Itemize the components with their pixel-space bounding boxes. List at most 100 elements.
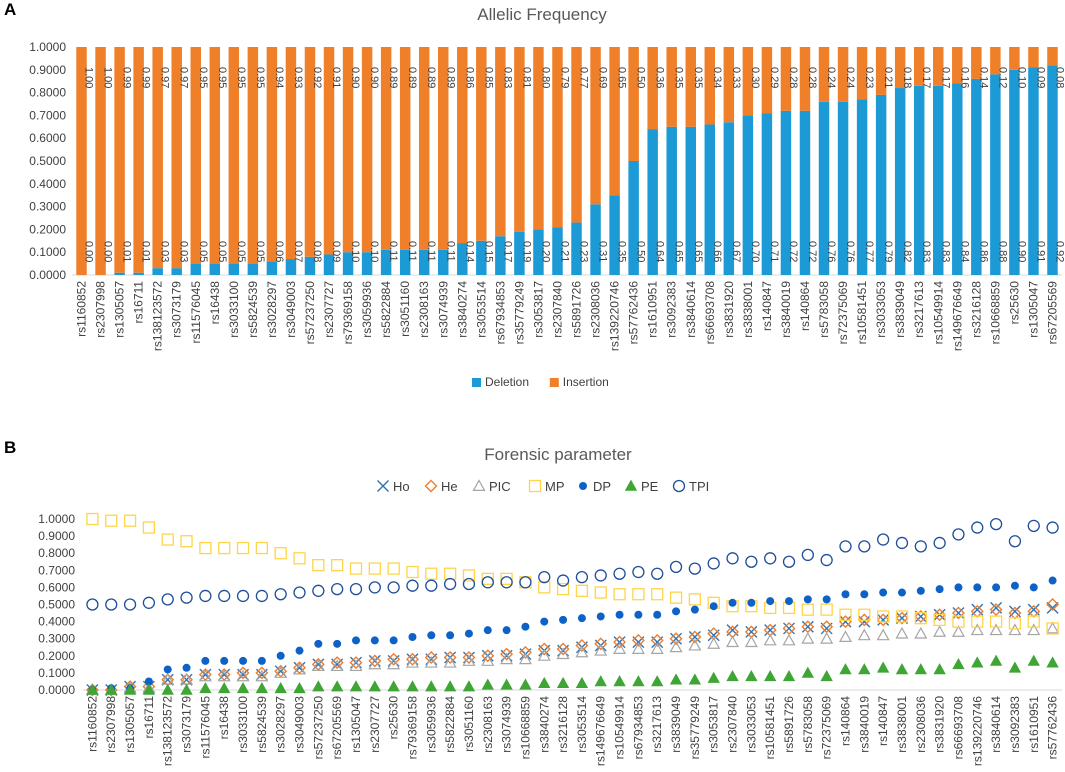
x-tick-label: rs3840274: [537, 696, 551, 753]
bar-insertion: [761, 47, 773, 114]
point-pic: [274, 666, 288, 678]
x-tick-label: rs139220746: [970, 696, 984, 766]
bar-insertion: [1009, 47, 1020, 70]
point-dp: [1010, 581, 1019, 590]
point-ho: [613, 636, 626, 649]
x-tick-label: rs1305047: [1026, 281, 1040, 338]
data-label-insertion: 0.35: [673, 67, 685, 88]
bar-insertion: [952, 47, 963, 84]
y-tick-label: 0.1000: [38, 666, 75, 680]
point-pe: [839, 663, 852, 675]
data-label-insertion: 0.91: [330, 67, 342, 88]
point-pic: [518, 652, 532, 665]
bar-insertion: [971, 47, 982, 79]
bar-insertion: [533, 47, 544, 230]
point-he: [1008, 606, 1022, 620]
point-ho: [801, 620, 814, 633]
bar-deletion: [933, 85, 944, 275]
point-pic: [217, 669, 231, 682]
point-he: [556, 642, 570, 656]
x-tick-label: rs16438: [217, 696, 231, 740]
x-tick-label: rs57762436: [627, 281, 641, 345]
x-tick-label: rs2308036: [914, 696, 928, 753]
point-pe: [86, 683, 99, 695]
x-tick-label: rs1160852: [75, 281, 89, 337]
point-mp: [86, 512, 99, 526]
point-pic: [1008, 623, 1022, 636]
point-ho-stroke: [877, 613, 890, 626]
x-tick-label: rs138123572: [151, 281, 165, 351]
point-pic: [500, 652, 514, 665]
point-pe: [425, 680, 438, 692]
point-dp: [992, 583, 1001, 592]
point-he: [951, 606, 965, 620]
y-tick-label: 1.0000: [29, 40, 66, 54]
point-he: [368, 654, 382, 668]
point-dp: [709, 602, 718, 611]
x-tick-label: rs79369158: [341, 281, 355, 345]
point-pe: [406, 680, 419, 692]
bar-insertion: [228, 47, 240, 264]
point-pe: [1027, 654, 1040, 666]
data-label-deletion: 0.67: [730, 241, 742, 262]
point-he: [594, 637, 608, 651]
point-ho-stroke: [670, 632, 683, 645]
point-tpi: [123, 598, 137, 611]
point-ho: [161, 673, 174, 686]
data-label-insertion: 0.50: [635, 67, 647, 88]
point-mp: [688, 593, 702, 606]
legend-marker-ho: [377, 480, 389, 492]
x-tick-label: rs3838001: [741, 281, 755, 338]
point-tpi: [952, 528, 965, 541]
data-label-deletion: 0.19: [520, 241, 532, 262]
point-pe: [274, 681, 287, 694]
point-tpi: [387, 581, 400, 594]
data-label-insertion: 0.23: [863, 67, 875, 88]
bar-deletion: [799, 110, 811, 275]
point-pic: [631, 642, 645, 654]
data-label-insertion: 0.18: [901, 67, 913, 88]
data-label-insertion: 0.17: [939, 67, 951, 88]
x-tick-label: rs3840019: [857, 696, 871, 753]
x-tick-label: rs140847: [760, 281, 774, 331]
point-tpi: [1027, 519, 1040, 532]
bar-insertion: [818, 47, 830, 102]
bar-deletion: [609, 195, 620, 275]
point-mp: [199, 541, 212, 555]
point-tpi: [801, 548, 814, 562]
legend-swatch-deletion: [472, 378, 481, 387]
point-pe: [105, 683, 118, 695]
point-pe: [349, 680, 363, 692]
x-tick-label: rs5824539: [246, 281, 260, 338]
x-tick-label: rs3092383: [665, 281, 679, 338]
data-label-deletion: 0.91: [1034, 241, 1046, 262]
data-label-deletion: 0.83: [939, 241, 951, 262]
legend-marker-pic: [472, 479, 486, 491]
data-label-deletion: 0.06: [273, 241, 285, 262]
y-tick-label: 1.0000: [38, 512, 75, 526]
point-tpi: [538, 570, 551, 584]
point-dp: [427, 631, 436, 640]
point-mp: [858, 608, 871, 621]
point-pe: [387, 680, 400, 692]
data-label-insertion: 0.24: [825, 67, 837, 88]
x-tick-label: rs3073179: [180, 696, 194, 753]
data-label-deletion: 0.09: [330, 241, 342, 262]
bar-insertion: [571, 47, 582, 223]
point-dp: [220, 656, 229, 665]
x-tick-label: rs3073179: [170, 281, 184, 338]
point-dp: [879, 588, 888, 597]
point-tpi: [632, 565, 645, 579]
point-dp: [295, 646, 304, 655]
bar-insertion: [380, 47, 392, 250]
point-pe: [481, 678, 494, 690]
data-label-insertion: 0.89: [444, 67, 456, 88]
point-mp: [594, 586, 607, 599]
point-he: [330, 656, 344, 670]
bar-deletion: [704, 124, 716, 276]
x-tick-label: rs1610951: [646, 281, 660, 338]
point-pic: [669, 640, 683, 653]
point-pe: [556, 676, 570, 688]
bar-deletion: [228, 263, 240, 275]
legend-marker-dp: [579, 482, 587, 490]
